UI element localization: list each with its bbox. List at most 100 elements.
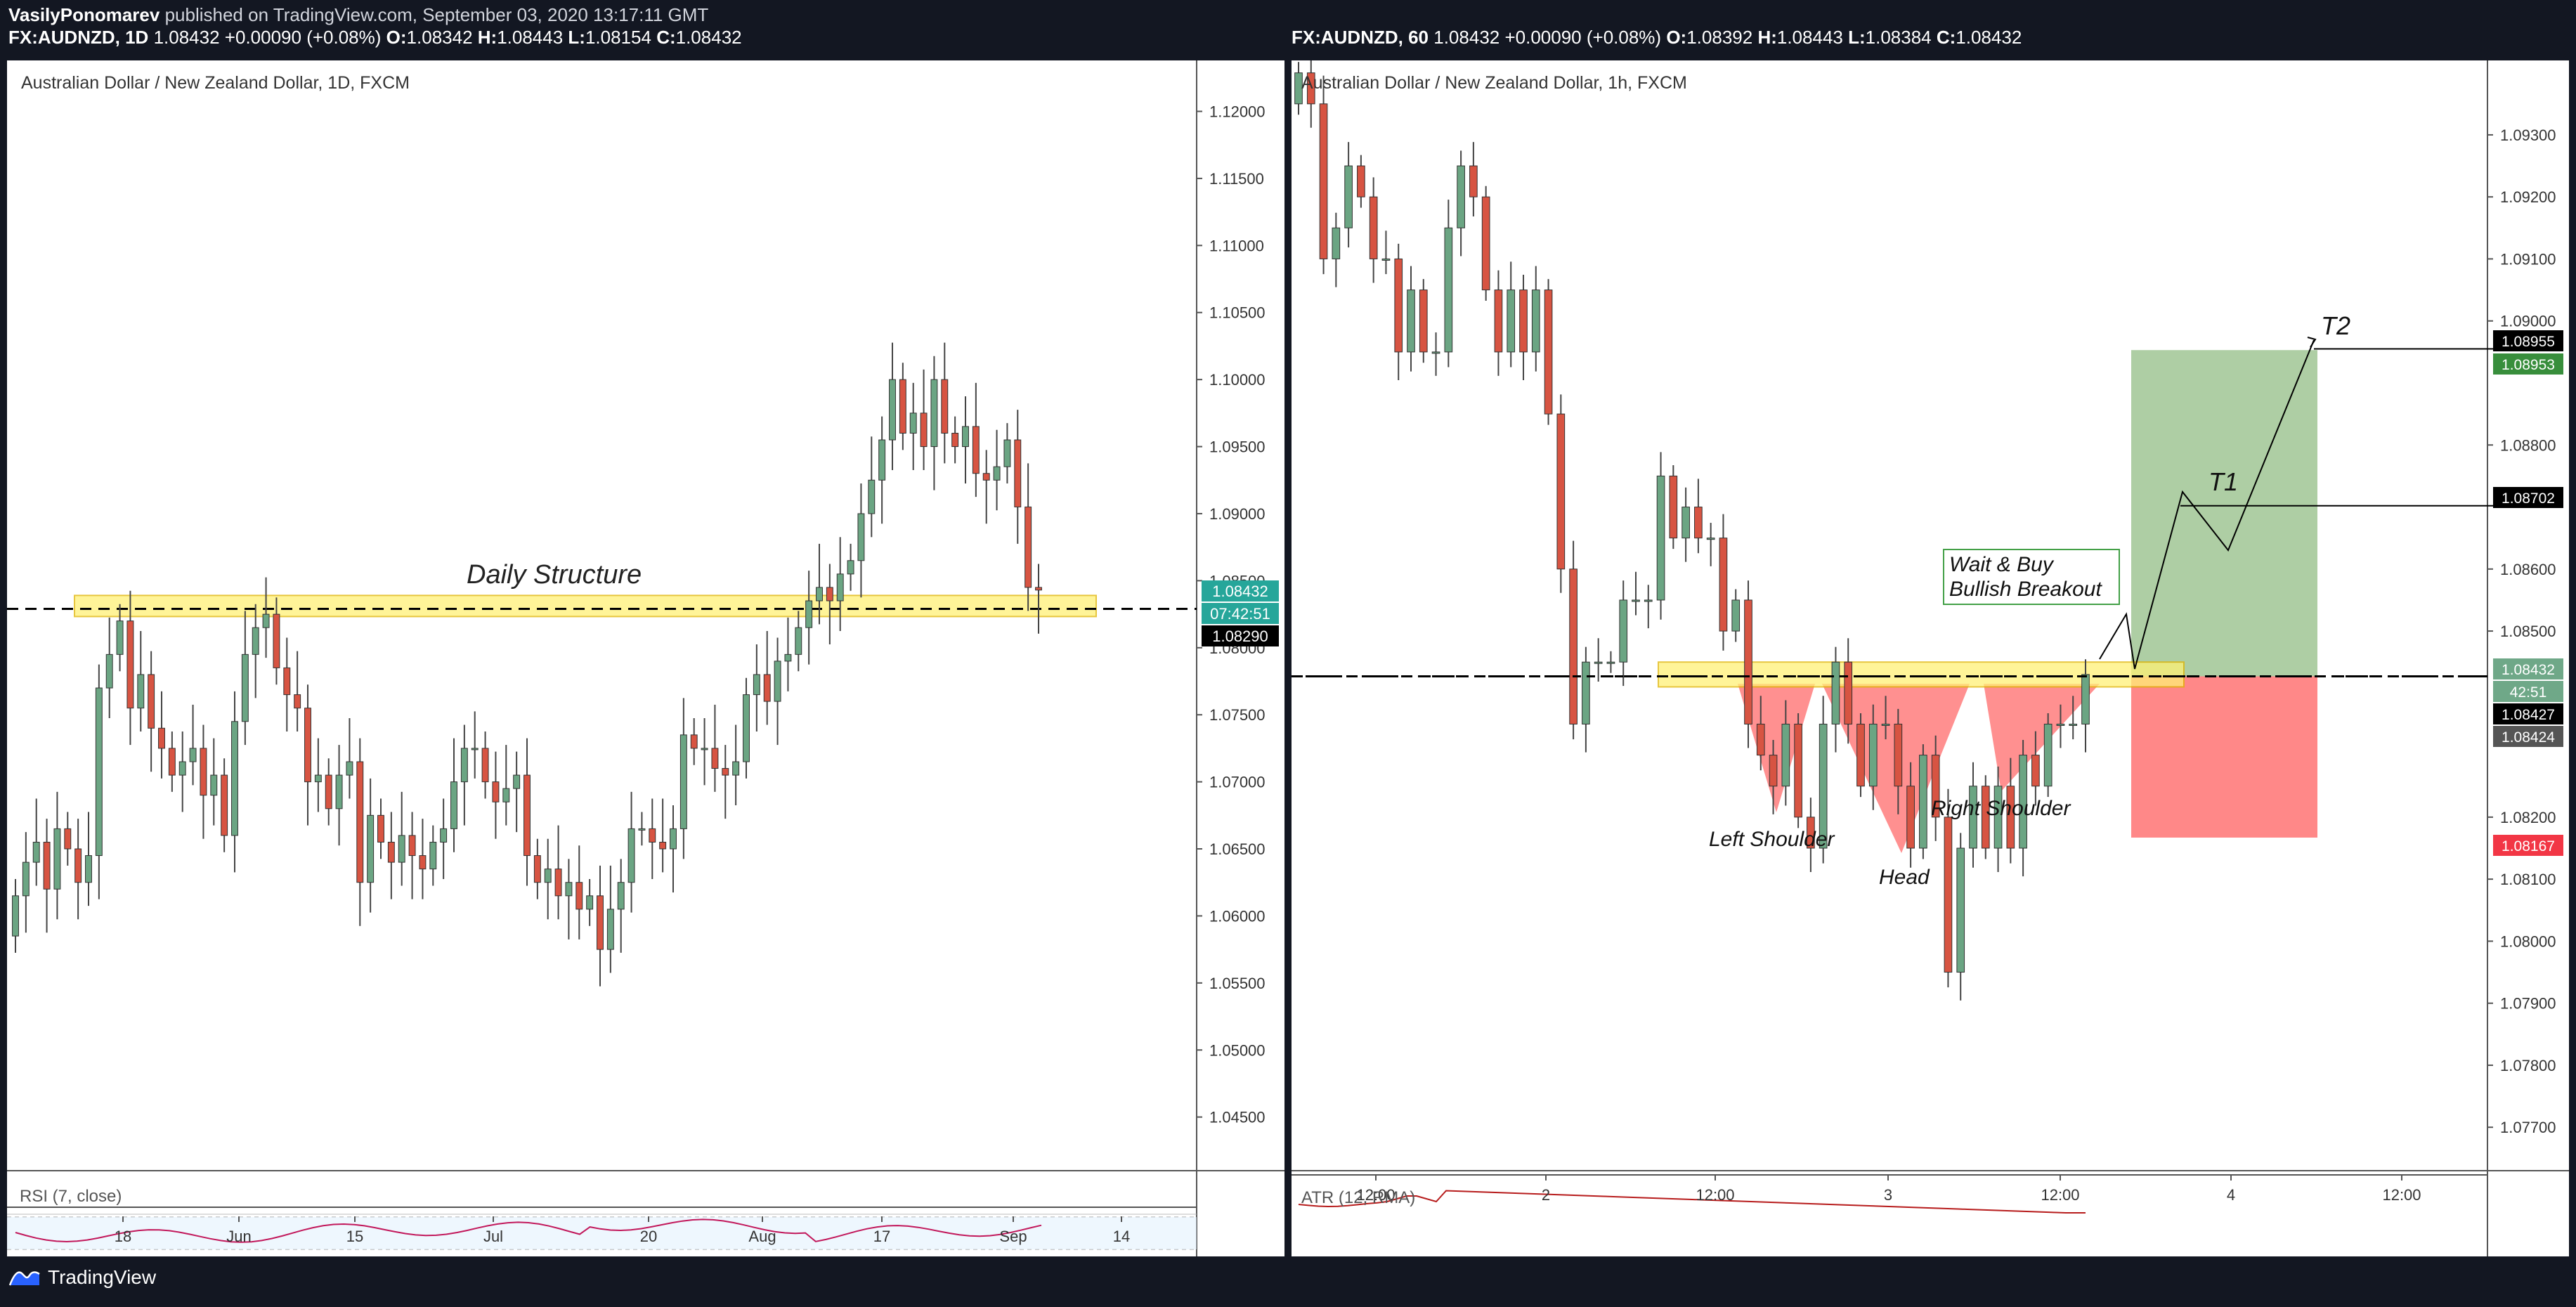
t2-price-tag <box>2493 330 2563 351</box>
left-candle-body <box>105 654 113 689</box>
right-candle-body <box>1344 165 1353 228</box>
projection-path[interactable] <box>2099 337 2493 670</box>
right-chart-panel[interactable]: 1.09300 1.09200 1.09100 1.09000 1.08800 1.086… <box>1292 60 2569 1256</box>
right-symbol[interactable]: FX:AUDNZD, 60 <box>1292 27 1429 48</box>
right-y-tick-label: 1.08000 <box>2500 932 2556 950</box>
right-y-tick-label: 1.07700 <box>2500 1119 2556 1136</box>
left-high: 1.08443 <box>497 27 564 48</box>
t1-price-tag-text: 1.08702 <box>2502 490 2555 507</box>
left-candle-body <box>627 828 635 883</box>
right-line-price-tag-text: 1.08427 <box>2502 707 2555 723</box>
right-candle-body <box>1744 599 1752 724</box>
right-open-label: O: <box>1666 27 1687 48</box>
rsi-indicator-label: RSI (7, close) <box>20 1187 122 1206</box>
profit-zone <box>2131 350 2317 677</box>
left-y-tick-label: 1.06000 <box>1209 907 1266 925</box>
right-candle-body <box>2081 674 2090 724</box>
left-candle-body <box>763 674 771 702</box>
left-candle-body <box>774 661 781 702</box>
left-line-price-tag <box>1202 625 1279 646</box>
left-quote-line: FX:AUDNZD, 1D 1.08432 +0.00090 (+0.08%) … <box>8 27 742 48</box>
left-candle-body <box>325 774 332 809</box>
left-candle-body <box>982 473 990 481</box>
left-x-tick-label: 15 <box>346 1228 363 1245</box>
header-bar: VasilyPonomarev published on TradingView… <box>0 0 2576 60</box>
right-y-tick-label: 1.08800 <box>2500 436 2556 454</box>
callout-box[interactable]: Wait & Buy Bullish Breakout <box>1943 549 2120 605</box>
left-candle-body <box>116 620 124 655</box>
right-candle-body <box>1619 599 1628 663</box>
right-candle-body <box>1981 786 1990 849</box>
right-high: 1.08443 <box>1776 27 1843 48</box>
left-candle-body <box>492 781 500 802</box>
left-candle-body <box>659 841 667 850</box>
left-y-tick-label: 1.05500 <box>1209 975 1266 992</box>
right-candles-group <box>1292 60 2487 1001</box>
left-candle-body <box>346 761 353 776</box>
left-candle-body <box>597 895 604 950</box>
left-candle-body <box>241 654 249 722</box>
right-candle-body <box>1681 507 1690 539</box>
panel-divider[interactable] <box>1284 60 1292 1256</box>
left-x-tick-label: Jun <box>226 1228 251 1245</box>
right-candle-body <box>1481 196 1490 291</box>
t1-label: T1 <box>2209 467 2238 496</box>
right-candle-body <box>1756 723 1765 756</box>
left-chart-svg[interactable]: 1.12000 1.11500 1.11000 1.10500 1.10000 1.095… <box>7 60 1284 1256</box>
left-candle-body <box>356 761 364 883</box>
right-candle-body <box>1494 290 1503 353</box>
left-candle-body <box>178 761 186 776</box>
left-candle-body <box>168 748 176 776</box>
right-candle-body <box>1594 661 1603 664</box>
left-chart-panel[interactable]: 1.12000 1.11500 1.11000 1.10500 1.10000 1.095… <box>7 60 1284 1256</box>
left-symbol[interactable]: FX:AUDNZD, 1D <box>8 27 149 48</box>
right-x-tick-label: 12:00 <box>2382 1186 2421 1204</box>
atr-line <box>1298 1190 2086 1214</box>
right-candle-body <box>1944 817 1953 973</box>
right-y-tick-label: 1.08100 <box>2500 871 2556 888</box>
left-price-tags: 1.08432 07:42:51 1.08290 <box>1202 580 1279 646</box>
right-candle-body <box>1407 290 1415 353</box>
long-position-tool[interactable] <box>2131 350 2317 838</box>
right-price-axis: 1.09300 1.09200 1.09100 1.09000 1.08800 1.086… <box>2487 126 2556 1136</box>
left-candle-body <box>711 748 719 769</box>
left-candle-body <box>398 835 405 863</box>
left-countdown-tag <box>1202 603 1279 624</box>
left-candle-body <box>993 466 1001 481</box>
left-candle-body <box>335 774 343 809</box>
right-x-tick-label: 2 <box>1542 1186 1550 1204</box>
loss-zone <box>2131 676 2317 838</box>
left-last-price-tag <box>1202 580 1279 602</box>
left-candle-body <box>638 828 646 831</box>
right-candle-body <box>1332 227 1341 259</box>
left-time-axis: 18 Jun 15 Jul 20 Aug 17 Sep 14 <box>115 1216 1130 1245</box>
left-candle-body <box>857 513 865 561</box>
projection-arrowhead <box>2307 337 2317 348</box>
right-y-tick-label: 1.09300 <box>2500 126 2556 144</box>
left-candle-body <box>367 814 375 883</box>
right-y-tick-label: 1.09200 <box>2500 188 2556 206</box>
right-last-price-tag <box>2493 658 2563 679</box>
right-chart-svg[interactable]: 1.09300 1.09200 1.09100 1.09000 1.08800 1.086… <box>1292 60 2569 1256</box>
left-countdown-tag-text: 07:42:51 <box>1210 605 1270 623</box>
author-name[interactable]: VasilyPonomarev <box>8 4 160 25</box>
tradingview-logo[interactable]: TradingView <box>8 1266 156 1289</box>
right-y-tick-label: 1.08600 <box>2500 561 2556 578</box>
right-y-tick-label: 1.07900 <box>2500 995 2556 1013</box>
right-candle-body <box>2043 723 2053 787</box>
projection-line <box>2099 339 2315 670</box>
left-candle-body <box>1035 587 1042 591</box>
left-candle-body <box>836 573 844 602</box>
left-last-price: 1.08432 <box>153 27 220 48</box>
left-candle-body <box>941 379 949 434</box>
left-candle-body <box>95 687 103 857</box>
bid-price-tag-text: 1.08424 <box>2502 729 2555 746</box>
right-close-label: C: <box>1936 27 1956 48</box>
right-y-tick-label: 1.07800 <box>2500 1057 2556 1074</box>
right-candle-body <box>1781 723 1790 787</box>
left-candle-body <box>951 432 959 448</box>
left-y-tick-label: 1.11500 <box>1209 170 1264 188</box>
right-structure-zone <box>1658 661 2185 688</box>
left-candle-body <box>805 600 813 628</box>
left-x-tick-label: 20 <box>640 1228 657 1245</box>
